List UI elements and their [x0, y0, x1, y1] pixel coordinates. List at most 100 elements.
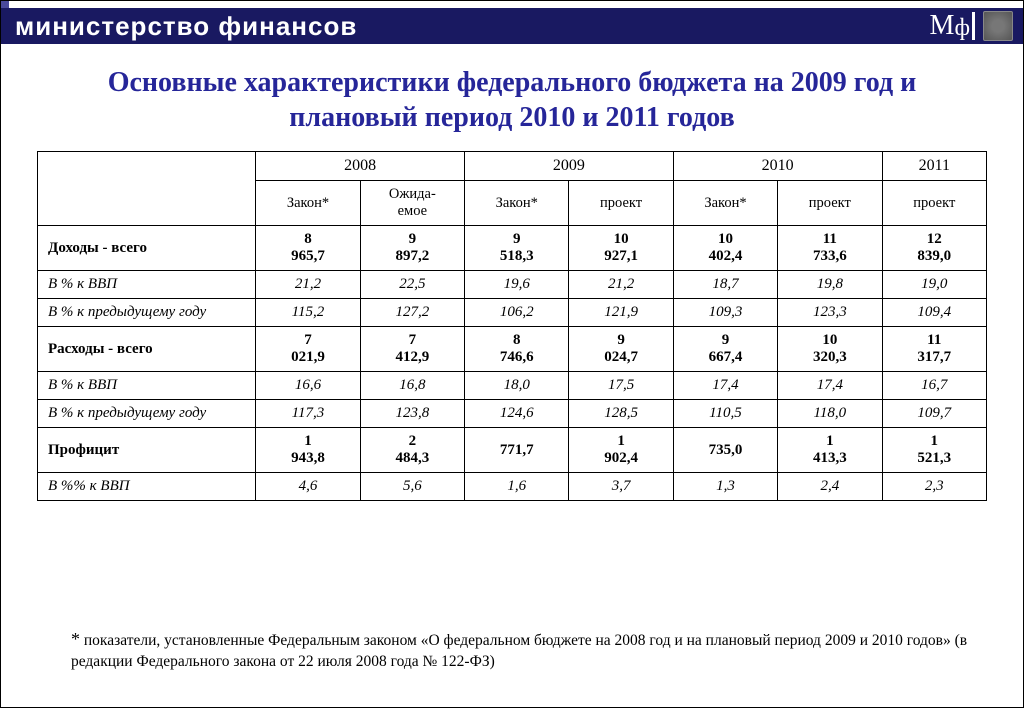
mf-logo: Мф — [930, 10, 975, 42]
footnote-text: показатели, установленные Федеральным за… — [71, 632, 967, 670]
sub-header: Закон* — [673, 181, 777, 226]
data-cell: 19,0 — [882, 271, 986, 299]
data-cell: 9897,2 — [360, 226, 464, 271]
data-cell: 9024,7 — [569, 327, 673, 372]
data-cell: 16,7 — [882, 372, 986, 400]
data-cell: 19,8 — [778, 271, 882, 299]
data-cell: 1902,4 — [569, 428, 673, 473]
data-cell: 21,2 — [256, 271, 360, 299]
data-cell: 1521,3 — [882, 428, 986, 473]
decor-strip — [1, 1, 9, 8]
row-label: В % к предыдущему году — [38, 400, 256, 428]
table-row: В % к предыдущему году115,2127,2106,2121… — [38, 299, 987, 327]
data-cell: 1,6 — [465, 473, 569, 501]
data-cell: 128,5 — [569, 400, 673, 428]
row-label: В % к ВВП — [38, 271, 256, 299]
data-cell: 12839,0 — [882, 226, 986, 271]
footnote: * показатели, установленные Федеральным … — [71, 627, 973, 673]
sub-header: проект — [882, 181, 986, 226]
data-cell: 17,5 — [569, 372, 673, 400]
data-cell: 109,7 — [882, 400, 986, 428]
data-cell: 124,6 — [465, 400, 569, 428]
data-cell: 16,6 — [256, 372, 360, 400]
year-header: 2010 — [673, 152, 882, 181]
row-label: В %% к ВВП — [38, 473, 256, 501]
data-cell: 123,3 — [778, 299, 882, 327]
header-right: Мф — [930, 10, 1013, 42]
data-cell: 1943,8 — [256, 428, 360, 473]
data-cell: 117,3 — [256, 400, 360, 428]
data-cell: 2484,3 — [360, 428, 464, 473]
data-cell: 4,6 — [256, 473, 360, 501]
sub-header: Закон* — [256, 181, 360, 226]
data-cell: 7412,9 — [360, 327, 464, 372]
data-cell: 123,8 — [360, 400, 464, 428]
corner-cell — [38, 152, 256, 226]
data-cell: 17,4 — [778, 372, 882, 400]
data-cell: 18,0 — [465, 372, 569, 400]
table-body: Доходы - всего8965,79897,29518,310927,11… — [38, 226, 987, 501]
data-cell: 127,2 — [360, 299, 464, 327]
table-row: Профицит1943,82484,3771,71902,4735,01413… — [38, 428, 987, 473]
data-cell: 118,0 — [778, 400, 882, 428]
data-cell: 17,4 — [673, 372, 777, 400]
data-cell: 8965,7 — [256, 226, 360, 271]
header-bar: министерство финансов Мф — [1, 8, 1023, 44]
slide: министерство финансов Мф Основные характ… — [0, 0, 1024, 708]
year-header: 2008 — [256, 152, 465, 181]
footnote-star: * — [71, 629, 80, 649]
data-cell: 1,3 — [673, 473, 777, 501]
data-cell: 10320,3 — [778, 327, 882, 372]
row-label: Профицит — [38, 428, 256, 473]
data-cell: 11317,7 — [882, 327, 986, 372]
data-cell: 115,2 — [256, 299, 360, 327]
table-row: В % к ВВП21,222,519,621,218,719,819,0 — [38, 271, 987, 299]
sub-header: проект — [778, 181, 882, 226]
data-cell: 22,5 — [360, 271, 464, 299]
budget-table-wrap: 2008200920102011 Закон*Ожида-емоеЗакон*п… — [37, 151, 987, 501]
logo-letter-f: ф — [954, 15, 970, 42]
data-cell: 10927,1 — [569, 226, 673, 271]
data-cell: 7021,9 — [256, 327, 360, 372]
emblem-icon — [983, 11, 1013, 41]
data-cell: 121,9 — [569, 299, 673, 327]
table-row: В %% к ВВП4,65,61,63,71,32,42,3 — [38, 473, 987, 501]
data-cell: 11733,6 — [778, 226, 882, 271]
data-cell: 2,3 — [882, 473, 986, 501]
data-cell: 735,0 — [673, 428, 777, 473]
table-head: 2008200920102011 Закон*Ожида-емоеЗакон*п… — [38, 152, 987, 226]
table-row: В % к предыдущему году117,3123,8124,6128… — [38, 400, 987, 428]
data-cell: 1413,3 — [778, 428, 882, 473]
data-cell: 106,2 — [465, 299, 569, 327]
ministry-label: министерство финансов — [15, 11, 357, 42]
data-cell: 5,6 — [360, 473, 464, 501]
budget-table: 2008200920102011 Закон*Ожида-емоеЗакон*п… — [37, 151, 987, 501]
data-cell: 3,7 — [569, 473, 673, 501]
data-cell: 771,7 — [465, 428, 569, 473]
row-label: Доходы - всего — [38, 226, 256, 271]
data-cell: 21,2 — [569, 271, 673, 299]
logo-bar — [972, 12, 975, 40]
data-cell: 10402,4 — [673, 226, 777, 271]
data-cell: 109,4 — [882, 299, 986, 327]
data-cell: 109,3 — [673, 299, 777, 327]
sub-header: Ожида-емое — [360, 181, 464, 226]
year-header: 2009 — [465, 152, 674, 181]
year-row: 2008200920102011 — [38, 152, 987, 181]
slide-title: Основные характеристики федерального бюд… — [41, 65, 983, 135]
data-cell: 9518,3 — [465, 226, 569, 271]
sub-header: Закон* — [465, 181, 569, 226]
data-cell: 2,4 — [778, 473, 882, 501]
row-label: В % к предыдущему году — [38, 299, 256, 327]
row-label: В % к ВВП — [38, 372, 256, 400]
year-header: 2011 — [882, 152, 986, 181]
data-cell: 9667,4 — [673, 327, 777, 372]
data-cell: 110,5 — [673, 400, 777, 428]
logo-letter-m: М — [930, 10, 955, 42]
table-row: Расходы - всего7021,97412,98746,69024,79… — [38, 327, 987, 372]
sub-header: проект — [569, 181, 673, 226]
data-cell: 16,8 — [360, 372, 464, 400]
data-cell: 18,7 — [673, 271, 777, 299]
data-cell: 19,6 — [465, 271, 569, 299]
data-cell: 8746,6 — [465, 327, 569, 372]
